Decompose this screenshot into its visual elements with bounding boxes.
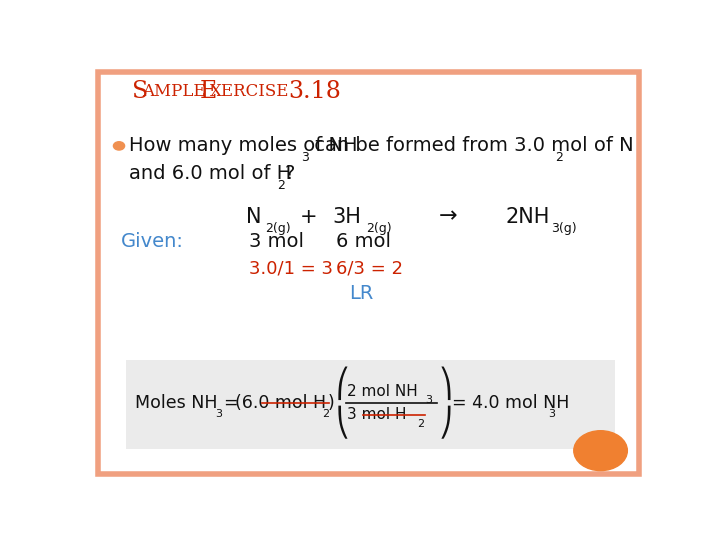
- Text: 6/3 = 2: 6/3 = 2: [336, 260, 402, 278]
- Text: 3: 3: [549, 409, 556, 420]
- Text: 2: 2: [418, 419, 425, 429]
- FancyBboxPatch shape: [126, 360, 615, 449]
- Text: 3: 3: [301, 151, 309, 164]
- Text: 2 mol NH: 2 mol NH: [347, 384, 418, 399]
- Text: ?: ?: [284, 164, 294, 183]
- Text: E: E: [200, 80, 217, 103]
- Text: ): ): [328, 394, 335, 412]
- Text: 3 mol H: 3 mol H: [347, 407, 406, 422]
- Text: 3H: 3H: [333, 207, 361, 227]
- Text: =: =: [222, 394, 238, 412]
- FancyBboxPatch shape: [99, 72, 639, 474]
- Text: 2(g): 2(g): [366, 222, 392, 235]
- Text: 2(g): 2(g): [265, 222, 291, 235]
- Text: 2: 2: [277, 179, 285, 192]
- Circle shape: [114, 141, 125, 150]
- Text: ⎞
⎠: ⎞ ⎠: [438, 367, 453, 439]
- Text: AMPLE: AMPLE: [142, 83, 205, 100]
- Text: LR: LR: [349, 284, 374, 303]
- Text: 3: 3: [215, 409, 222, 420]
- Text: and 6.0 mol of H: and 6.0 mol of H: [129, 164, 292, 183]
- Text: 2: 2: [555, 151, 563, 164]
- Text: How many moles of NH: How many moles of NH: [129, 137, 358, 156]
- Text: 6 mol: 6 mol: [336, 232, 390, 251]
- Text: (6.0 mol H: (6.0 mol H: [235, 394, 326, 412]
- Text: = 4.0 mol NH: = 4.0 mol NH: [451, 394, 569, 412]
- Text: S: S: [132, 80, 148, 103]
- Text: →: →: [438, 207, 457, 227]
- Text: N: N: [246, 207, 262, 227]
- Text: Moles NH: Moles NH: [135, 394, 217, 412]
- Text: 2NH: 2NH: [505, 207, 550, 227]
- Text: 2: 2: [322, 409, 329, 420]
- Text: 3.18: 3.18: [289, 80, 341, 103]
- Text: 3 mol: 3 mol: [249, 232, 304, 251]
- Text: 3.0/1 = 3: 3.0/1 = 3: [249, 260, 333, 278]
- Text: XERCISE: XERCISE: [210, 83, 289, 100]
- Text: +: +: [300, 207, 317, 227]
- Text: Given:: Given:: [121, 232, 184, 251]
- Text: 3: 3: [425, 395, 432, 406]
- Text: can be formed from 3.0 mol of N: can be formed from 3.0 mol of N: [307, 137, 634, 156]
- Text: 3(g): 3(g): [552, 222, 577, 235]
- Text: ⎛
⎝: ⎛ ⎝: [336, 367, 350, 439]
- Circle shape: [574, 431, 627, 471]
